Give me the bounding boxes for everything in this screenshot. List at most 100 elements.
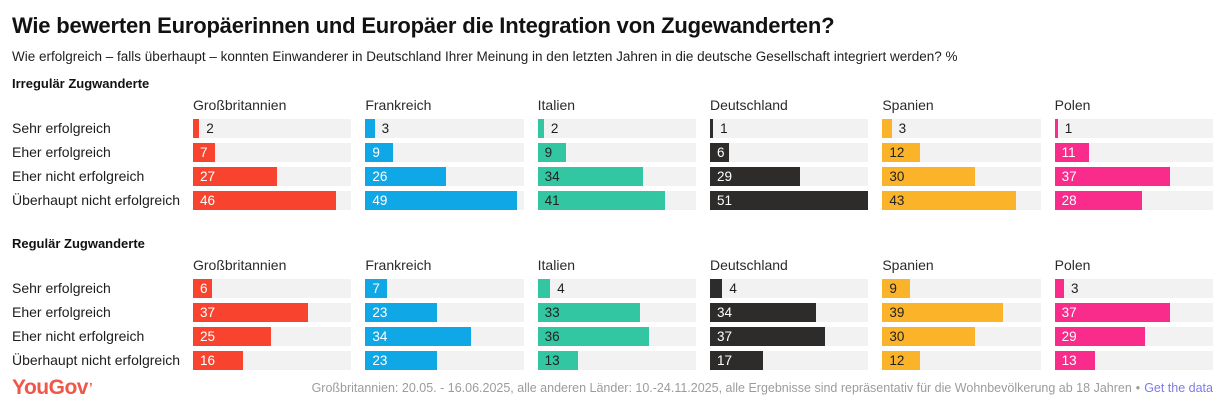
bar-track: 34: [365, 327, 524, 346]
bar: [193, 191, 336, 210]
bar-track: 2: [537, 119, 696, 138]
bar-value-label: 39: [889, 305, 905, 320]
bar-value-label: 29: [716, 169, 733, 184]
bar-track: 39: [882, 303, 1041, 322]
bar: [365, 303, 437, 322]
bar: [537, 143, 566, 162]
bar: [537, 279, 551, 298]
bar: [1054, 303, 1170, 322]
row-label: Eher nicht erfolgreich: [12, 328, 145, 344]
bar-value-label: 29: [1061, 329, 1077, 344]
bar-value-label: 12: [889, 353, 905, 368]
bar: [193, 119, 200, 138]
bar: [1054, 351, 1095, 370]
bar-track: 1: [1054, 119, 1213, 138]
bar-value-label: 23: [372, 353, 388, 368]
bar-value-label: 23: [372, 305, 388, 320]
bar-chart-grid: Großbritannien Frankreich Italien Deutschla…: [0, 256, 1229, 370]
section-irregular: Irregulär Zugwanderte Großbritannien Fran…: [0, 76, 1229, 210]
bar-value-label: 3: [1070, 281, 1079, 296]
bar-track: 29: [1054, 327, 1213, 346]
row-label: Eher nicht erfolgreich: [12, 168, 145, 184]
bar-track: 41: [537, 191, 696, 210]
bar-track: 3: [1054, 279, 1213, 298]
row-label: Eher erfolgreich: [12, 144, 111, 160]
row-label: Eher erfolgreich: [12, 304, 111, 320]
bar: [1054, 279, 1064, 298]
bar: [365, 143, 394, 162]
bar-value-label: 9: [372, 145, 380, 160]
bar: [365, 119, 375, 138]
column-header: Großbritannien: [193, 257, 287, 273]
bar-value-label: 37: [1061, 169, 1077, 184]
bar-value-label: 34: [716, 305, 733, 320]
bar: [709, 279, 723, 298]
bar-track: 37: [1054, 167, 1213, 186]
chart-subtitle: Wie erfolgreich – falls überhaupt – konn…: [12, 49, 958, 64]
bar-track: 7: [365, 279, 524, 298]
bar-track: 9: [882, 279, 1041, 298]
bar: [1054, 191, 1142, 210]
bar-track: 43: [882, 191, 1041, 210]
column-header: Deutschland: [709, 257, 788, 273]
bar-value-label: 51: [716, 193, 733, 208]
bar-value-label: 37: [716, 329, 733, 344]
bar-value-label: 27: [200, 169, 216, 184]
bar-value-label: 46: [200, 193, 216, 208]
bar-track: 37: [193, 303, 352, 322]
bar: [709, 327, 825, 346]
row-label: Sehr erfolgreich: [12, 280, 111, 296]
bar: [365, 167, 447, 186]
bar-track: 9: [365, 143, 524, 162]
bar-track: 11: [1054, 143, 1213, 162]
bar-track: 37: [1054, 303, 1213, 322]
bar-track: 7: [193, 143, 352, 162]
bar-track: 46: [193, 191, 352, 210]
page-title: Wie bewerten Europäerinnen und Europäer …: [12, 13, 835, 38]
bar: [193, 351, 243, 370]
footer-note-text: Großbritannien: 20.05. - 16.06.2025, all…: [311, 381, 1132, 395]
bar-value-label: 1: [720, 121, 728, 136]
bar: [365, 191, 518, 210]
bar-track: 25: [193, 327, 352, 346]
bar: [193, 303, 308, 322]
bar-chart-grid: Großbritannien Frankreich Italien Deutschla…: [0, 96, 1229, 210]
bar-track: 28: [1054, 191, 1213, 210]
bar-value-label: 11: [1061, 145, 1076, 160]
section-regular: Regulär Zugwanderte Großbritannien Frankr…: [0, 236, 1229, 370]
bar-track: 12: [882, 351, 1041, 370]
bar: [882, 303, 1004, 322]
bar: [709, 191, 869, 210]
bar: [193, 143, 215, 162]
bar-track: 3: [882, 119, 1041, 138]
bar: [882, 191, 1016, 210]
bar: [365, 327, 471, 346]
get-the-data-link[interactable]: Get the data: [1144, 381, 1213, 395]
bar-track: 49: [365, 191, 524, 210]
bar: [193, 167, 277, 186]
bar-track: 23: [365, 351, 524, 370]
bar-value-label: 28: [1061, 193, 1077, 208]
bar-track: 4: [709, 279, 869, 298]
bar: [365, 279, 388, 298]
bar-track: 29: [709, 167, 869, 186]
bar-value-label: 4: [729, 281, 737, 296]
bar: [1054, 327, 1145, 346]
section-title: Irregulär Zugwanderte: [12, 76, 150, 91]
bar-value-label: 36: [544, 329, 560, 344]
bar: [1054, 143, 1089, 162]
section-title: Regulär Zugwanderte: [12, 236, 145, 251]
bar-value-label: 37: [1061, 305, 1077, 320]
bar-value-label: 43: [889, 193, 905, 208]
bar: [882, 167, 976, 186]
column-header: Deutschland: [709, 97, 788, 113]
bar-track: 1: [709, 119, 869, 138]
bar-value-label: 30: [889, 329, 905, 344]
bar-track: 13: [537, 351, 696, 370]
bar: [365, 351, 437, 370]
column-header: Polen: [1054, 97, 1091, 113]
bar-value-label: 7: [372, 281, 380, 296]
bar-track: 26: [365, 167, 524, 186]
bar-value-label: 2: [550, 121, 559, 136]
